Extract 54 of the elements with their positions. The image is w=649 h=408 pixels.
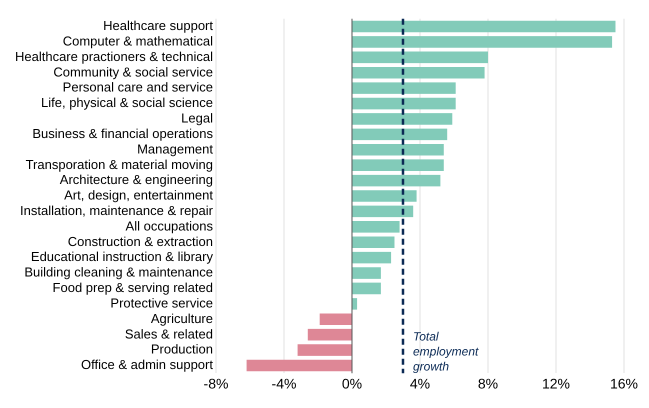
bar <box>352 66 485 79</box>
bar <box>352 144 444 156</box>
y-tick-label: Community & social service <box>53 64 213 80</box>
bar <box>352 190 417 202</box>
y-tick-label: Educational instruction & library <box>30 249 214 264</box>
bar <box>352 236 394 248</box>
x-tick-label: 0% <box>342 375 362 392</box>
y-tick-label: Office & admin support <box>80 357 214 372</box>
bar <box>352 221 400 233</box>
y-tick-label: All occupations <box>126 218 214 234</box>
bar <box>352 252 392 264</box>
y-tick-label: Production <box>150 342 213 357</box>
x-tick-label: 8% <box>478 375 498 392</box>
bar <box>246 360 352 372</box>
bar <box>308 328 352 340</box>
bar <box>352 20 616 32</box>
y-tick-label: Healthcare practioners & technical <box>14 48 214 64</box>
bar <box>352 98 456 110</box>
bar <box>352 282 381 294</box>
bar <box>298 344 352 356</box>
bar <box>352 113 452 125</box>
y-tick-label: Building cleaning & maintenance <box>24 264 213 280</box>
bar <box>352 159 444 171</box>
bar <box>352 206 414 218</box>
y-tick-label: Transporation & material moving <box>26 156 213 172</box>
y-tick-label: Healthcare support <box>103 18 214 34</box>
y-tick-label: Installation, maintenance & repair <box>20 202 214 218</box>
y-tick-label: Management <box>137 141 214 156</box>
y-tick-label: Agriculture <box>150 310 213 326</box>
bar <box>352 298 358 310</box>
y-tick-label: Protective service <box>110 295 213 310</box>
y-tick-label: Art, design, entertainment <box>64 188 214 203</box>
y-tick-label: Computer & mathematical <box>62 33 214 48</box>
y-tick-label: Food prep & serving related <box>52 280 213 296</box>
y-tick-label: Business & financial operations <box>32 126 214 141</box>
x-tick-label: -8% <box>204 375 228 392</box>
bar <box>352 36 612 48</box>
y-tick-label: Life, physical & social science <box>41 95 213 110</box>
bar <box>352 128 448 140</box>
bar <box>352 267 381 279</box>
ref-line-label: Total employment growth <box>412 330 480 374</box>
y-tick-label: Legal <box>181 110 214 126</box>
bar <box>352 52 488 64</box>
y-tick-label: Sales & related <box>124 326 213 342</box>
x-tick-label: -4% <box>272 375 296 392</box>
y-tick-label: Construction & extraction <box>68 234 213 249</box>
x-tick-label: 12% <box>542 375 570 392</box>
x-tick-label: 4% <box>410 375 430 392</box>
y-tick-label: Personal care and service <box>62 80 213 95</box>
y-tick-label: Architecture & engineering <box>60 172 213 188</box>
bar <box>352 174 440 186</box>
bar <box>320 313 352 326</box>
x-tick-label: 16% <box>610 375 638 392</box>
bar <box>352 82 456 94</box>
